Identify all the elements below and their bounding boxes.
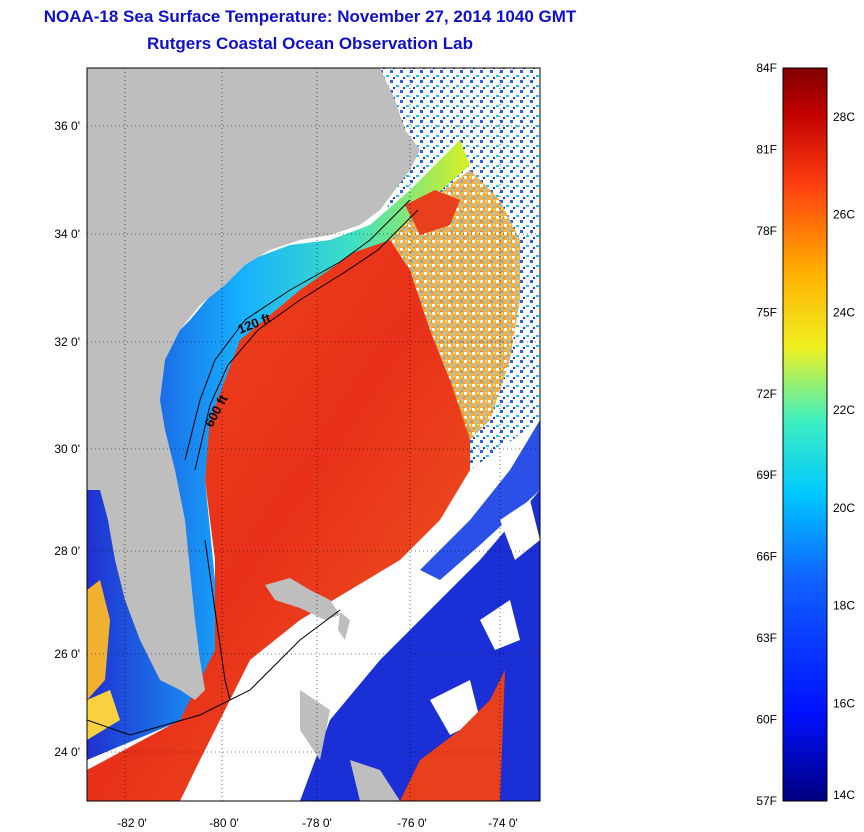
colorbar-celsius-labels: 28C 26C 24C 22C 20C 18C 16C 14C <box>833 110 855 802</box>
colorbar-f-label: 63F <box>756 631 777 645</box>
contour-600ft <box>194 209 419 471</box>
cloud-patch <box>500 500 540 560</box>
caribbean-warm-water <box>400 670 505 801</box>
map-subtitle: Rutgers Coastal Ocean Observation Lab <box>147 34 473 53</box>
colorbar-c-label: 20C <box>833 501 855 515</box>
latitude-labels: 36 0' 34 0' 32 0' 30 0' 28 0' 26 0' 24 0… <box>54 119 80 759</box>
colorbar-c-label: 18C <box>833 599 855 613</box>
contour-line <box>87 609 341 736</box>
colorbar-f-label: 72F <box>756 387 777 401</box>
lon-tick-label: -78 0' <box>302 816 332 830</box>
lon-tick-label: -82 0' <box>117 816 147 830</box>
map-title: NOAA-18 Sea Surface Temperature: Novembe… <box>43 7 577 26</box>
lon-tick-label: -80 0' <box>209 816 239 830</box>
gulf-stream <box>87 240 470 801</box>
colorbar-c-label: 14C <box>833 788 855 802</box>
gulf-of-mexico-water <box>87 690 120 740</box>
colorbar-f-label: 75F <box>756 305 777 319</box>
cool-band <box>420 420 540 580</box>
lat-tick-label: 24 0' <box>54 745 80 759</box>
colorbar-f-label: 78F <box>756 224 777 238</box>
bahamas-island <box>338 612 350 640</box>
colorbar-f-label: 81F <box>756 142 777 156</box>
warm-speckle-region <box>390 170 520 440</box>
cuba-fragment <box>300 690 330 760</box>
colorbar-f-label: 60F <box>756 713 777 727</box>
lat-tick-label: 28 0' <box>54 544 80 558</box>
lat-tick-label: 30 0' <box>54 442 80 456</box>
colorbar-f-label: 84F <box>756 61 777 75</box>
cloud-patch <box>430 680 480 735</box>
hatteras-warm-patch <box>405 190 460 235</box>
colorbar-fahrenheit-labels: 84F 81F 78F 75F 72F 69F 66F 63F 60F 57F <box>756 61 777 808</box>
lat-tick-label: 26 0' <box>54 647 80 661</box>
hispaniola-fragment <box>350 760 400 801</box>
colorbar-c-label: 26C <box>833 208 855 222</box>
colorbar-c-label: 16C <box>833 696 855 710</box>
map-imagery <box>87 68 540 801</box>
lat-tick-label: 36 0' <box>54 119 80 133</box>
lat-tick-label: 34 0' <box>54 227 80 241</box>
colorbar-c-label: 28C <box>833 110 855 124</box>
gulf-of-mexico-water <box>87 580 110 700</box>
contour-line <box>204 539 231 701</box>
longitude-labels: -82 0' -80 0' -78 0' -76 0' -74 0' <box>117 816 518 830</box>
bahamas-island <box>265 578 340 620</box>
colorbar-c-label: 24C <box>833 305 855 319</box>
colorbar-c-label: 22C <box>833 403 855 417</box>
lon-tick-label: -74 0' <box>488 816 518 830</box>
colorbar-f-label: 69F <box>756 468 777 482</box>
colorbar-f-label: 57F <box>756 794 777 808</box>
map-frame <box>86 67 541 802</box>
colorbar-scale <box>782 67 828 802</box>
colorbar-f-label: 66F <box>756 550 777 564</box>
contour-120ft <box>184 199 411 461</box>
land-usa <box>87 68 420 700</box>
lat-tick-label: 32 0' <box>54 335 80 349</box>
lon-tick-label: -76 0' <box>397 816 427 830</box>
